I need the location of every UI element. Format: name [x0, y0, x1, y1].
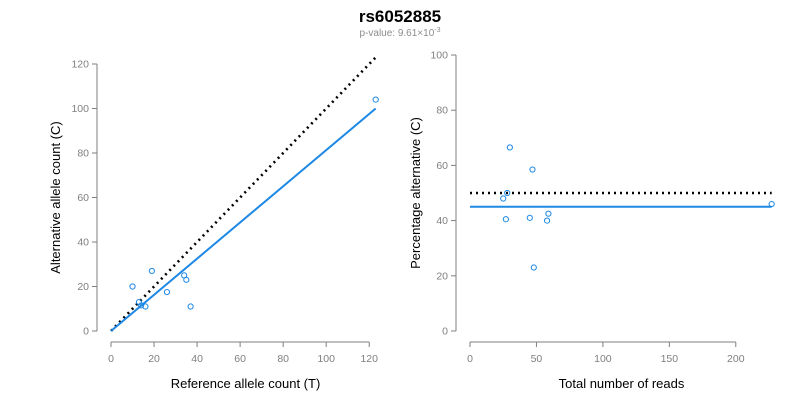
y-tick-label: 80	[77, 148, 89, 160]
x-tick-label: 100	[317, 353, 335, 365]
data-point	[500, 195, 507, 202]
y-tick-label: 120	[71, 59, 89, 71]
x-tick-label: 50	[531, 353, 543, 365]
x-tick-label: 0	[108, 353, 114, 365]
data-point	[504, 189, 511, 197]
y-tick-label: 0	[442, 326, 448, 338]
fit-line	[110, 107, 377, 332]
pvalue-subtitle: p-value: 9.61×10-3	[359, 27, 440, 39]
y-axis-label: Alternative allele count (C)	[48, 121, 63, 273]
data-point	[545, 210, 552, 217]
y-tick-label: 20	[436, 270, 448, 282]
x-tick-label: 120	[360, 353, 378, 365]
data-point	[142, 303, 149, 310]
y-tick-label: 40	[436, 215, 448, 227]
data-point	[183, 276, 190, 283]
data-point	[138, 302, 145, 309]
x-tick-label: 80	[277, 353, 289, 365]
x-tick-label: 0	[467, 353, 473, 365]
data-point	[506, 144, 513, 151]
x-tick-label: 40	[191, 353, 203, 365]
data-point	[148, 267, 155, 275]
data-point	[163, 288, 171, 296]
x-tick-label: 20	[148, 353, 160, 365]
data-point	[129, 283, 136, 290]
x-tick-label: 200	[727, 353, 745, 365]
x-tick-label: 150	[661, 353, 679, 365]
data-point	[543, 217, 551, 224]
y-tick-label: 80	[436, 105, 448, 117]
y-tick-label: 40	[77, 237, 89, 249]
x-tick-label: 100	[594, 353, 612, 365]
data-point	[502, 216, 509, 223]
data-point	[529, 166, 536, 173]
data-point	[187, 303, 194, 310]
y-tick-label: 60	[436, 160, 448, 172]
y-tick-label: 100	[430, 50, 448, 62]
chart-title: rs6052885	[359, 7, 441, 26]
pvalue-text: p-value: 9.61×10	[359, 28, 434, 39]
data-point	[526, 214, 533, 221]
y-tick-label: 60	[77, 192, 89, 204]
data-point	[530, 264, 537, 271]
reference-line	[110, 56, 377, 332]
y-tick-label: 100	[71, 103, 89, 115]
y-tick-label: 0	[83, 326, 89, 338]
x-tick-label: 60	[234, 353, 246, 365]
x-axis-label: Total number of reads	[559, 376, 685, 391]
x-axis-label: Reference allele count (T)	[171, 376, 321, 391]
allele-count-panel: 0 20 40 60 80 100 120 0 20 40 60 80 100 120 Reference …	[48, 56, 379, 391]
y-axis-label: Percentage alternative (C)	[408, 117, 423, 269]
y-tick-label: 20	[77, 281, 89, 293]
percentage-alternative-panel: 0 50 100 150 200 0 20 40 60 80 100 Total number of …	[408, 50, 775, 391]
data-point	[372, 96, 379, 103]
pvalue-exponent: -3	[434, 27, 440, 34]
data-point	[768, 200, 775, 208]
